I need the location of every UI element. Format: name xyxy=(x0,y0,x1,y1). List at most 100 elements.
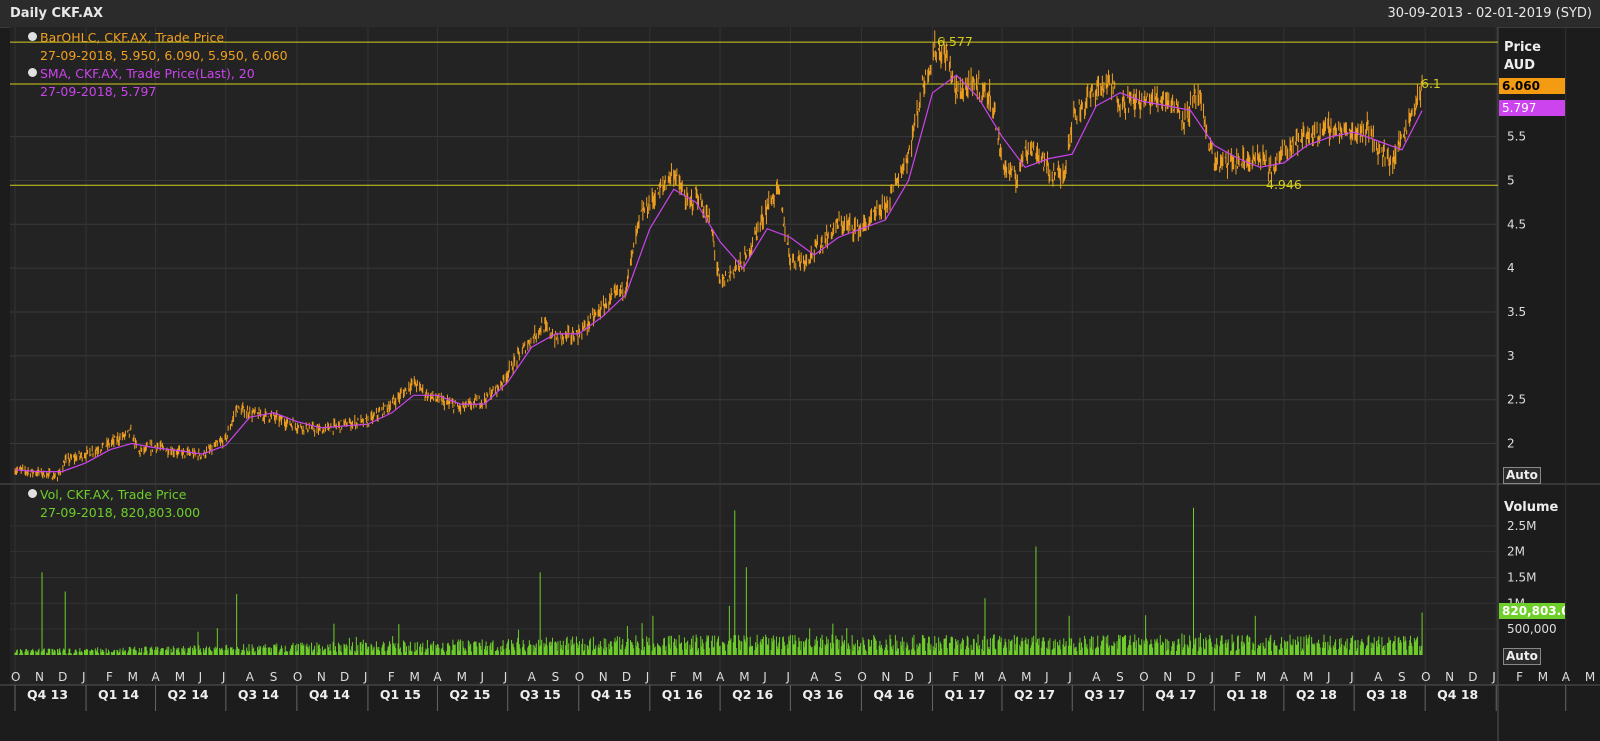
quarter-tick-label: Q1 16 xyxy=(662,687,703,702)
legend-toggle-icon[interactable] xyxy=(28,32,37,41)
legend-sma[interactable]: SMA, CKF.AX, Trade Price(Last), 20 xyxy=(28,66,255,81)
month-tick-label: F xyxy=(388,670,395,684)
quarter-tick-label: Q2 15 xyxy=(449,687,490,702)
month-tick-label: O xyxy=(575,670,584,684)
month-tick-label: J xyxy=(645,670,650,684)
month-tick-label: N xyxy=(881,670,890,684)
month-tick-label: S xyxy=(1398,670,1406,684)
quarter-tick-label: Q3 16 xyxy=(802,687,843,702)
legend-volume-values: 27-09-2018, 820,803.000 xyxy=(40,505,201,520)
horizontal-lines xyxy=(10,41,1498,186)
legend-ohlc-values: 27-09-2018, 5.950, 6.090, 5.950, 6.060 xyxy=(40,48,288,63)
price-axis-unit: AUD xyxy=(1504,58,1536,73)
quarter-tick-label: Q4 15 xyxy=(591,687,632,702)
volume-bars xyxy=(14,507,1423,655)
recent-label: 6.1 xyxy=(1421,76,1441,91)
quarter-tick-label: Q4 14 xyxy=(309,687,350,702)
month-tick-label: J xyxy=(198,670,203,684)
volume-tick-label: 2.5M xyxy=(1507,519,1536,533)
quarter-tick-label: Q1 15 xyxy=(380,687,421,702)
month-tick-label: A xyxy=(246,670,255,684)
volume-tick-label: 500,000 xyxy=(1507,622,1557,636)
legend-sma-values: 27-09-2018, 5.797 xyxy=(40,84,157,99)
month-tick-label: J xyxy=(81,670,86,684)
quarter-tick-label: Q2 18 xyxy=(1296,687,1337,702)
month-tick-label: J xyxy=(1491,670,1496,684)
chart-title: Daily CKF.AX xyxy=(10,6,104,21)
month-tick-label: J xyxy=(480,670,485,684)
month-tick-label: F xyxy=(1234,670,1241,684)
month-tick-label: M xyxy=(739,670,749,684)
last-sma-badge: 5.797 xyxy=(1499,100,1565,116)
quarter-tick-label: Q1 14 xyxy=(98,687,139,702)
price-tick-label: 5 xyxy=(1507,173,1515,187)
month-tick-label: J xyxy=(503,670,508,684)
quarter-tick-label: Q4 13 xyxy=(27,687,68,702)
price-axis-title: Price xyxy=(1504,40,1541,55)
title-bar: Daily CKF.AX 30-09-2013 - 02-01-2019 (SY… xyxy=(0,0,1600,28)
volume-tick-label: 2M xyxy=(1507,545,1525,559)
quarter-tick-label: Q4 17 xyxy=(1155,687,1196,702)
month-tick-label: F xyxy=(106,670,113,684)
legend-ohlc[interactable]: BarOHLC, CKF.AX, Trade Price xyxy=(28,30,224,45)
month-tick-label: O xyxy=(1421,670,1430,684)
month-tick-label: J xyxy=(1209,670,1214,684)
month-tick-label: N xyxy=(317,670,326,684)
quarter-tick-label: Q2 14 xyxy=(168,687,209,702)
date-range: 30-09-2013 - 02-01-2019 (SYD) xyxy=(1387,6,1592,21)
last-volume-badge: 820,803.0 xyxy=(1499,603,1565,619)
month-tick-label: A xyxy=(810,670,819,684)
month-tick-label: A xyxy=(1374,670,1383,684)
month-tick-label: D xyxy=(905,670,914,684)
quarter-tick-label: Q3 18 xyxy=(1366,687,1407,702)
month-tick-label: F xyxy=(670,670,677,684)
month-tick-label: M xyxy=(1256,670,1266,684)
price-panel-bg xyxy=(10,27,1498,483)
price-tick-label: 4 xyxy=(1507,261,1515,275)
month-tick-label: M xyxy=(1303,670,1313,684)
quarter-tick-label: Q1 17 xyxy=(944,687,985,702)
month-tick-label: M xyxy=(128,670,138,684)
quarter-tick-label: Q4 16 xyxy=(873,687,914,702)
month-tick-label: M xyxy=(1538,670,1548,684)
month-tick-label: O xyxy=(1139,670,1148,684)
price-auto-button[interactable]: Auto xyxy=(1503,467,1541,484)
volume-auto-button[interactable]: Auto xyxy=(1503,648,1541,665)
month-tick-label: M xyxy=(974,670,984,684)
price-tick-label: 3 xyxy=(1507,349,1515,363)
month-tick-label: J xyxy=(363,670,368,684)
quarter-tick-label: Q2 16 xyxy=(732,687,773,702)
month-tick-label: O xyxy=(293,670,302,684)
month-tick-label: N xyxy=(35,670,44,684)
month-tick-label: A xyxy=(528,670,537,684)
month-tick-label: A xyxy=(1562,670,1571,684)
month-tick-label: D xyxy=(1468,670,1477,684)
legend-toggle-icon[interactable] xyxy=(28,489,37,498)
month-tick-label: F xyxy=(952,670,959,684)
month-tick-label: J xyxy=(927,670,932,684)
chart-canvas[interactable]: 22.533.544.555.5500,0001M1.5M2M2.5MONDJF… xyxy=(0,27,1600,741)
legend-volume[interactable]: Vol, CKF.AX, Trade Price xyxy=(28,487,186,502)
month-tick-label: A xyxy=(433,670,442,684)
month-tick-label: A xyxy=(998,670,1007,684)
month-tick-label: S xyxy=(1116,670,1124,684)
high-label: 6.577 xyxy=(937,34,973,49)
month-tick-label: J xyxy=(1326,670,1331,684)
last-price-badge: 6.060 xyxy=(1499,78,1565,94)
month-tick-label: M xyxy=(457,670,467,684)
month-tick-label: D xyxy=(622,670,631,684)
month-tick-label: S xyxy=(552,670,560,684)
month-tick-label: M xyxy=(1585,670,1595,684)
month-tick-label: A xyxy=(152,670,161,684)
month-tick-label: M xyxy=(409,670,419,684)
month-tick-label: J xyxy=(785,670,790,684)
month-tick-label: A xyxy=(716,670,725,684)
legend-ohlc-name: BarOHLC, CKF.AX, Trade Price xyxy=(40,30,225,45)
legend-toggle-icon[interactable] xyxy=(28,68,37,77)
quarter-tick-label: Q3 15 xyxy=(520,687,561,702)
quarter-tick-label: Q3 14 xyxy=(238,687,279,702)
month-tick-label: J xyxy=(1067,670,1072,684)
price-tick-label: 2 xyxy=(1507,437,1515,451)
month-tick-label: D xyxy=(58,670,67,684)
legend-sma-name: SMA, CKF.AX, Trade Price(Last), 20 xyxy=(40,66,255,81)
